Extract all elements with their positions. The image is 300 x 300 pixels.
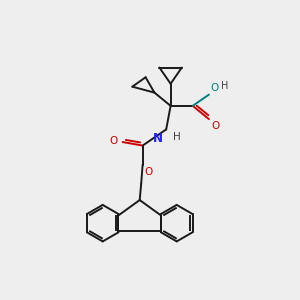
Text: O: O — [110, 136, 118, 146]
Text: N: N — [153, 132, 163, 145]
Text: H: H — [221, 81, 229, 91]
Text: O: O — [211, 122, 219, 131]
Text: O: O — [144, 167, 153, 177]
Text: H: H — [173, 132, 180, 142]
Text: O: O — [210, 83, 219, 93]
